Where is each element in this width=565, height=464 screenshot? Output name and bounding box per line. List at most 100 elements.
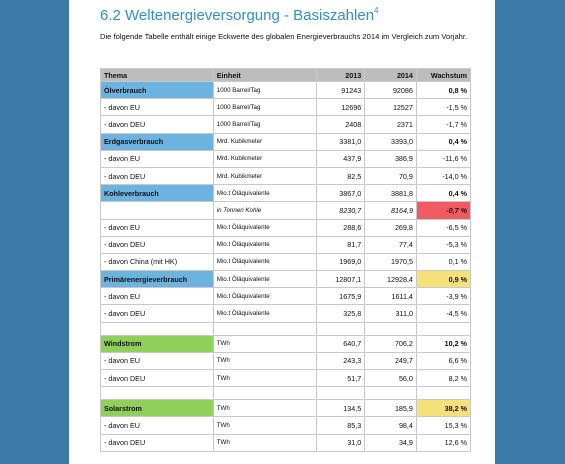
cell-einheit: Mio.t Öläquivalente (212, 287, 318, 306)
spacer-cell (212, 386, 318, 401)
table-row: Erdgasverbrauch Mrd. Kubikmeter 3381,0 3393… (100, 132, 472, 151)
cell-wachstum: 0,8 % (415, 80, 472, 100)
cell-thema: - davon DEU (100, 166, 214, 186)
cell-2014: 98,4 (364, 416, 417, 435)
cell-einheit: TWh (212, 368, 318, 388)
table-row: in Tonnen Kohle 8230,7 8164,9 -0,7 % (100, 201, 472, 220)
spacer-cell (415, 321, 472, 336)
table-row: - davon EU Mio.t Öläquivalente 288,6 269,8-… (100, 218, 472, 237)
cell-2013: 288,6 (316, 218, 366, 237)
header-thema: Thema (100, 68, 214, 82)
cell-2013: 1675,9 (316, 287, 366, 306)
cell-thema: Solarstrom (100, 399, 214, 418)
cell-einheit: Mio.t Öläquivalente (212, 184, 318, 203)
table-row: Solarstrom TWh 134,5 185,9 38,2 % (100, 399, 472, 418)
cell-2013: 31,0 (316, 433, 366, 452)
cell-einheit: 1000 Barrel/Tag (212, 115, 318, 134)
cell-einheit: TWh (212, 433, 318, 452)
cell-thema: - davon EU (100, 416, 214, 435)
cell-wachstum: -3,9 % (415, 287, 472, 306)
cell-thema: Primärenergieverbrauch (100, 270, 214, 289)
spacer-cell (100, 321, 214, 336)
cell-einheit: 1000 Barrel/Tag (212, 98, 318, 117)
cell-einheit: Mio.t Öläquivalente (212, 304, 318, 323)
cell-einheit: Mio.t Öläquivalente (212, 218, 318, 237)
cell-einheit: Mrd. Kubikmeter (212, 166, 318, 186)
cell-2014: 311,0 (364, 304, 417, 323)
cell-2014: 70,9 (364, 166, 417, 186)
table-row: Primärenergieverbrauch Mio.t Öläquivalent… (100, 270, 472, 289)
table-row: Windstrom TWh 640,7 706,2 10,2 % (100, 334, 472, 353)
spacer-cell (316, 386, 366, 401)
cell-2013: 12696 (316, 98, 366, 117)
cell-wachstum: -6,5 % (415, 218, 472, 237)
cell-2014: 3393,0 (364, 132, 417, 151)
cell-thema: - davon EU (100, 98, 214, 117)
table-row: - davon EU TWh 243,3 249,7 6,6 % (100, 351, 472, 371)
cell-2013: 3381,0 (316, 132, 366, 151)
cell-2013: 134,5 (316, 399, 366, 418)
cell-2013: 437,9 (316, 149, 366, 168)
table-row: - davon DEU TWh 51,7 56,0 8,2 % (100, 368, 472, 388)
table-row: - davon EU TWh 85,3 98,4 15,3 % (100, 416, 472, 435)
cell-2014: 77,4 (364, 235, 417, 254)
cell-einheit: TWh (212, 399, 318, 418)
table-row: Ölverbrauch 1000 Barrel/Tag 91243 92086 0,8 … (100, 80, 472, 100)
table-row: Kohleverbrauch Mio.t Öläquivalente 3867,0 3… (100, 184, 472, 203)
cell-einheit: Mrd. Kubikmeter (212, 149, 318, 168)
cell-wachstum: -1,7 % (415, 115, 472, 134)
table-row: - davon EU Mio.t Öläquivalente 1675,9 1611,… (100, 287, 472, 306)
cell-2014: 8164,9 (364, 201, 417, 220)
header-wachstum: Wachstum (415, 68, 472, 82)
cell-thema: - davon DEU (100, 368, 214, 388)
cell-thema: - davon EU (100, 287, 214, 306)
cell-wachstum: 6,6 % (415, 351, 472, 371)
footnote-marker[interactable]: 4 (374, 6, 379, 15)
cell-einheit: Mio.t Öläquivalente (212, 270, 318, 289)
cell-2014: 3881,8 (364, 184, 417, 203)
cell-wachstum: 10,2 % (415, 334, 472, 353)
section-heading: 6.2 Weltenergieversorgung - Basiszahlen4 (100, 6, 379, 24)
cell-thema: - davon DEU (100, 304, 214, 323)
cell-2014: 269,8 (364, 218, 417, 237)
cell-2013: 12807,1 (316, 270, 366, 289)
cell-2013: 51,7 (316, 368, 366, 388)
cell-2014: 185,9 (364, 399, 417, 418)
cell-thema: - davon China (mit HK) (100, 252, 214, 272)
spacer-cell (415, 386, 472, 401)
table-row: - davon DEU 1000 Barrel/Tag 2408 2371 -1,7 % (100, 115, 472, 134)
cell-2013: 91243 (316, 80, 366, 100)
energy-table: Thema Einheit 2013 2014 Wachstum Ölverbr… (100, 68, 472, 452)
cell-einheit: TWh (212, 351, 318, 371)
cell-thema (100, 201, 214, 220)
spacer-cell (316, 321, 366, 336)
cell-einheit: TWh (212, 334, 318, 353)
spacer-cell (364, 386, 417, 401)
cell-wachstum: -5,3 % (415, 235, 472, 254)
header-einheit: Einheit (212, 68, 318, 82)
intro-paragraph: Die folgende Tabelle enthält einige Eckw… (100, 32, 468, 41)
cell-2014: 1970,5 (364, 252, 417, 272)
cell-2013: 640,7 (316, 334, 366, 353)
cell-2013: 85,3 (316, 416, 366, 435)
cell-2014: 12527 (364, 98, 417, 117)
cell-thema: Windstrom (100, 334, 214, 353)
cell-2013: 82,5 (316, 166, 366, 186)
cell-wachstum: 12,6 % (415, 433, 472, 452)
cell-2014: 34,9 (364, 433, 417, 452)
header-2014: 2014 (364, 68, 417, 82)
cell-wachstum: -14,0 % (415, 166, 472, 186)
cell-2014: 92086 (364, 80, 417, 100)
cell-2014: 56,0 (364, 368, 417, 388)
spacer-cell (364, 321, 417, 336)
cell-thema: - davon DEU (100, 235, 214, 254)
spacer-cell (100, 386, 214, 401)
document-page: 6.2 Weltenergieversorgung - Basiszahlen4… (69, 0, 495, 464)
header-2013: 2013 (316, 68, 366, 82)
cell-wachstum: 0,1 % (415, 252, 472, 272)
cell-thema: - davon DEU (100, 433, 214, 452)
cell-2013: 8230,7 (316, 201, 366, 220)
cell-wachstum: 0,4 % (415, 184, 472, 203)
cell-2014: 2371 (364, 115, 417, 134)
cell-einheit: Mrd. Kubikmeter (212, 132, 318, 151)
